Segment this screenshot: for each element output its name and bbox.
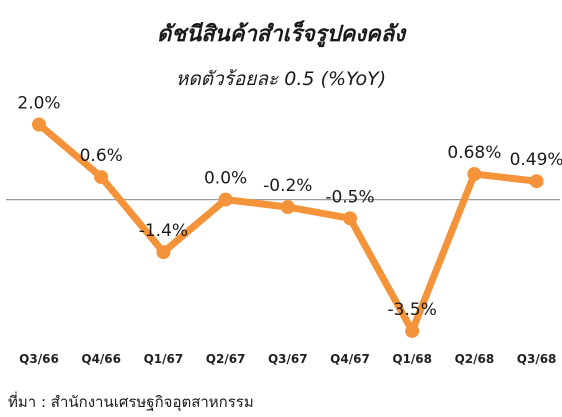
data-label: -0.5% xyxy=(325,187,374,207)
data-point xyxy=(94,170,109,185)
data-point xyxy=(218,192,233,207)
data-label: 0.49% xyxy=(510,150,562,170)
data-label: 0.68% xyxy=(447,143,501,163)
x-tick-label: Q1/68 xyxy=(392,352,432,366)
data-label: 0.6% xyxy=(80,146,123,166)
data-point xyxy=(156,245,171,260)
chart-title: ดัชนีสินค้าสำเร็จรูปคงคลัง xyxy=(157,22,405,47)
data-point xyxy=(529,174,544,189)
source-note: ที่มา : สำนักงานเศรษฐกิจอุตสาหกรรม xyxy=(8,393,254,411)
data-label: 2.0% xyxy=(17,94,60,114)
x-tick-label: Q2/67 xyxy=(206,352,246,366)
data-label: -0.2% xyxy=(263,176,312,196)
x-tick-label: Q1/67 xyxy=(144,352,184,366)
data-point xyxy=(343,211,357,226)
x-tick-label: Q4/66 xyxy=(81,352,121,366)
data-label: -1.4% xyxy=(139,221,188,241)
data-point xyxy=(280,200,295,215)
x-tick-label: Q3/68 xyxy=(517,352,557,366)
data-label: 0.0% xyxy=(204,169,247,189)
x-tick-label: Q3/66 xyxy=(19,352,59,366)
x-tick-label: Q4/67 xyxy=(330,352,370,366)
data-point xyxy=(405,323,420,338)
x-tick-label: Q3/67 xyxy=(268,352,308,366)
chart-subtitle: หดตัวร้อยละ 0.5 (%YoY) xyxy=(175,68,387,90)
data-point xyxy=(467,167,482,182)
x-tick-label: Q2/68 xyxy=(455,352,495,366)
data-point xyxy=(32,117,46,132)
data-label: -3.5% xyxy=(388,300,437,320)
